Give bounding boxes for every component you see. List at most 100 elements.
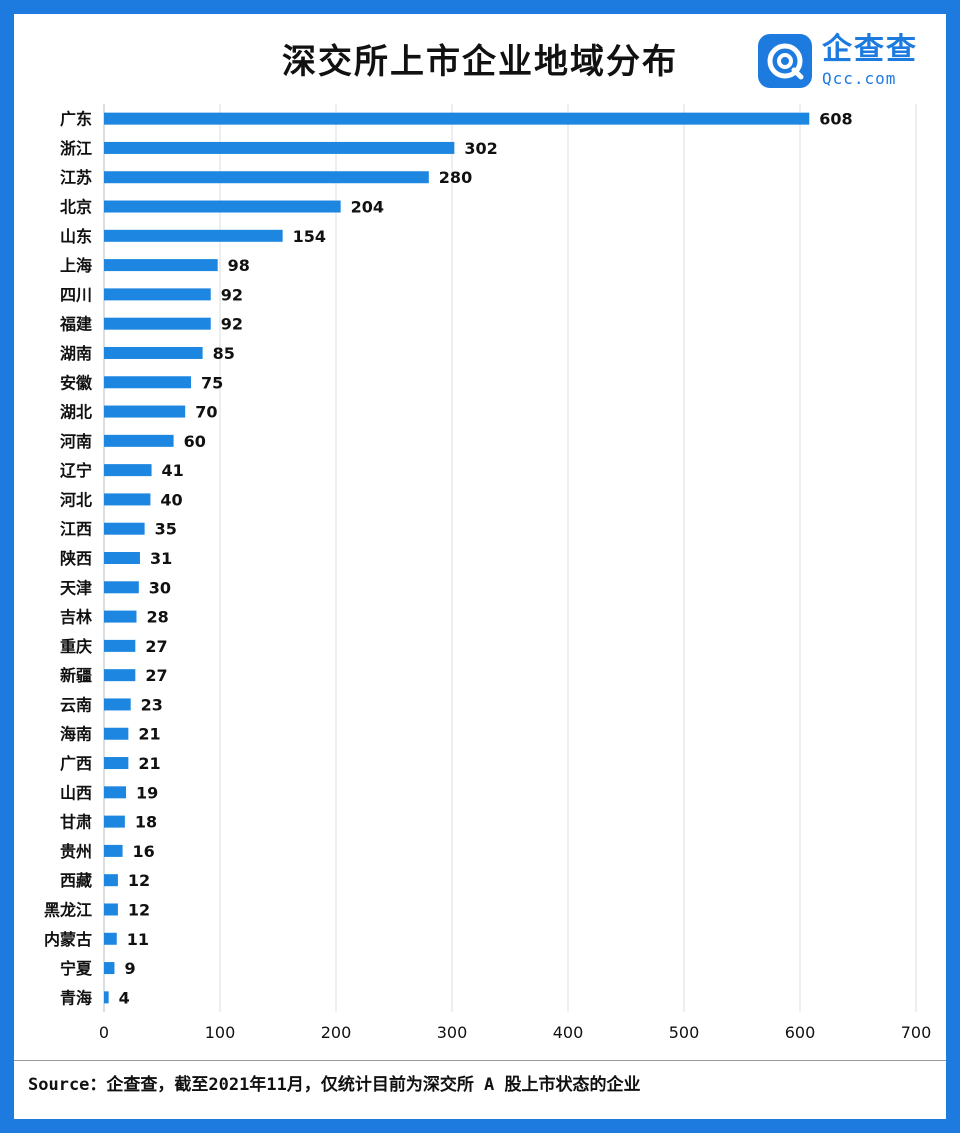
data-label: 85 (213, 344, 235, 363)
bar (104, 376, 191, 389)
bar (104, 727, 129, 740)
bar (104, 522, 145, 535)
bar (104, 815, 125, 828)
category-label: 北京 (60, 198, 92, 217)
data-label: 16 (133, 842, 155, 861)
category-label: 云南 (60, 695, 92, 714)
data-label: 35 (155, 520, 177, 539)
category-label: 陕西 (60, 549, 92, 568)
data-label: 92 (221, 285, 243, 304)
category-label: 吉林 (60, 608, 92, 627)
bar (104, 317, 211, 330)
x-tick-label: 700 (901, 1023, 932, 1042)
x-tick-label: 100 (205, 1023, 236, 1042)
category-label: 海南 (60, 725, 92, 744)
category-label: 甘肃 (60, 813, 92, 832)
category-label: 山西 (60, 783, 92, 802)
category-label: 河北 (60, 490, 92, 509)
category-label: 青海 (60, 988, 92, 1007)
category-label: 内蒙古 (44, 930, 92, 949)
category-label: 贵州 (60, 842, 92, 861)
x-tick-label: 300 (437, 1023, 468, 1042)
qcc-logo: 企查查 Qcc.com (758, 34, 918, 88)
bar (104, 141, 455, 154)
bar (104, 874, 118, 887)
bar (104, 903, 118, 916)
bar (104, 493, 151, 506)
category-label: 宁夏 (60, 959, 93, 978)
bar (104, 757, 129, 770)
x-tick-label: 600 (785, 1023, 816, 1042)
data-label: 608 (819, 110, 852, 129)
data-label: 23 (141, 695, 163, 714)
data-label: 154 (293, 227, 326, 246)
bar (104, 610, 137, 623)
bar (104, 698, 131, 711)
data-label: 204 (351, 198, 384, 217)
data-label: 21 (138, 725, 160, 744)
bar (104, 552, 140, 564)
bar (104, 669, 136, 682)
qcc-logo-icon (758, 34, 812, 88)
data-label: 31 (150, 549, 172, 568)
data-label: 70 (195, 403, 217, 422)
category-label: 湖南 (60, 344, 92, 363)
bar (104, 464, 152, 477)
data-label: 40 (160, 490, 182, 509)
bar (104, 786, 127, 799)
category-label: 重庆 (60, 637, 92, 656)
bar (104, 112, 810, 125)
bar (104, 581, 139, 594)
data-label: 28 (146, 608, 168, 627)
x-tick-label: 0 (99, 1023, 109, 1042)
bar (104, 932, 117, 945)
category-label: 新疆 (60, 666, 92, 685)
category-label: 上海 (60, 256, 92, 275)
data-label: 12 (128, 900, 150, 919)
bar (104, 200, 341, 213)
category-label: 广西 (60, 754, 92, 773)
category-label: 浙江 (60, 139, 92, 158)
data-label: 75 (201, 373, 223, 392)
data-label: 92 (221, 315, 243, 334)
bar (104, 962, 115, 975)
category-label: 黑龙江 (44, 900, 92, 919)
footer-divider (14, 1060, 946, 1061)
bar (104, 171, 429, 184)
chart-title: 深交所上市企业地域分布 (282, 42, 678, 82)
category-label: 江西 (60, 520, 92, 539)
data-label: 9 (124, 959, 135, 978)
data-label: 280 (439, 168, 472, 187)
bar (104, 639, 136, 652)
logo-name: 企查查 (822, 32, 918, 67)
category-label: 天津 (60, 578, 92, 597)
bar (104, 434, 174, 447)
category-label: 山东 (60, 227, 92, 246)
x-tick-label: 400 (553, 1023, 584, 1042)
bar (104, 229, 283, 242)
bar (104, 991, 109, 1004)
bar (104, 844, 123, 857)
category-label: 西藏 (60, 871, 92, 890)
bar (104, 346, 203, 359)
data-label: 12 (128, 871, 150, 890)
source-note: Source：企查查，截至2021年11月，仅统计目前为深交所 A 股上市状态的… (28, 1075, 641, 1095)
logo-domain: Qcc.com (822, 69, 897, 88)
data-label: 60 (184, 432, 206, 451)
data-label: 21 (138, 754, 160, 773)
category-label: 辽宁 (60, 461, 92, 480)
x-tick-label: 200 (321, 1023, 352, 1042)
category-label: 广东 (60, 110, 92, 129)
category-label: 四川 (60, 285, 92, 304)
data-label: 11 (127, 930, 149, 949)
chart-frame: 深交所上市企业地域分布 企查查 Qcc.com 0 100 200 300 400 500… (14, 14, 946, 1119)
data-label: 4 (119, 988, 130, 1007)
data-label: 18 (135, 813, 157, 832)
category-label: 湖北 (60, 403, 92, 422)
category-label: 河南 (60, 432, 92, 451)
category-label: 江苏 (60, 168, 92, 187)
data-label: 41 (162, 461, 184, 480)
data-label: 27 (145, 666, 167, 685)
bar (104, 259, 218, 272)
bar-chart: 0 100 200 300 400 500 600 700 广东 608 浙江 302 江苏 280 北京 2… (44, 104, 932, 1042)
